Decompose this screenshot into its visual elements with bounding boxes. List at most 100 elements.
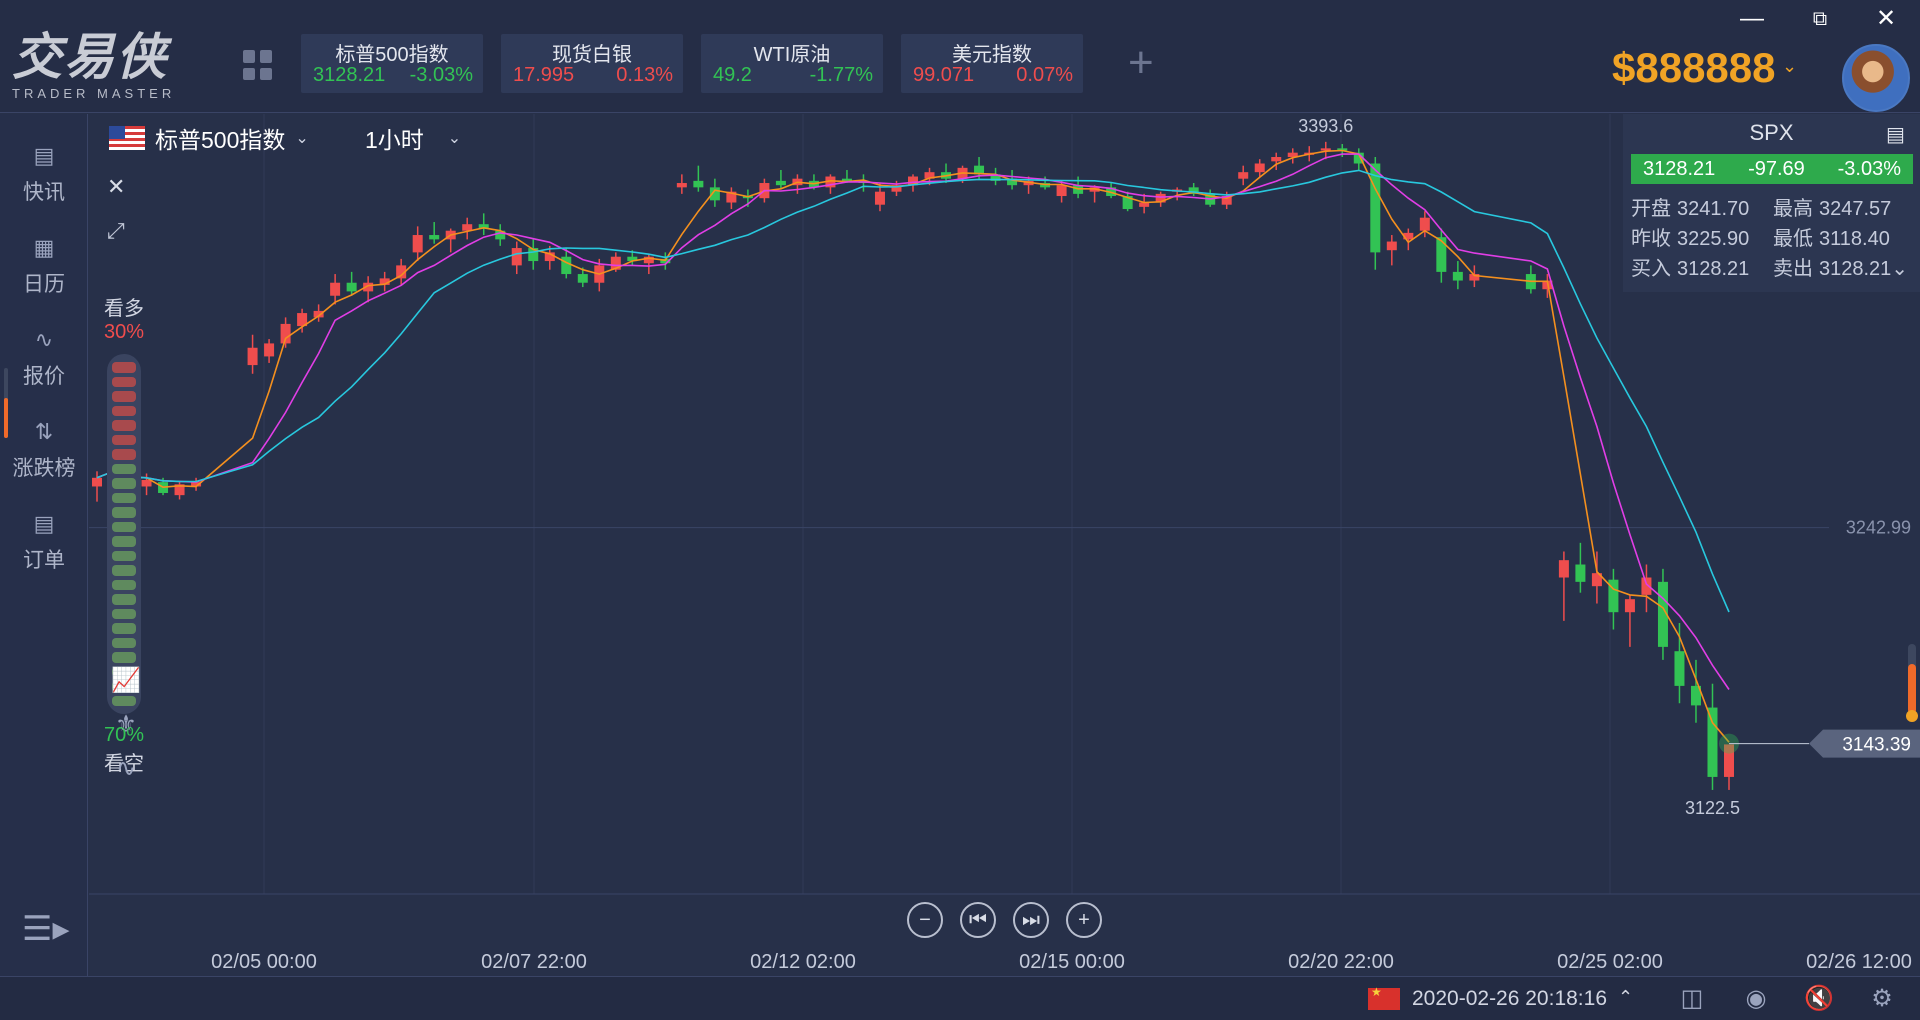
ticker-change: -1.77%: [809, 64, 873, 86]
current-price-tag: [1809, 729, 1920, 758]
add-ticker-button[interactable]: +: [1128, 38, 1154, 87]
scroll-knob[interactable]: [1906, 710, 1918, 722]
ticker-name: 标普500指数: [335, 44, 449, 66]
settings-icon[interactable]: ⚙: [1871, 985, 1893, 1012]
candle-body: [693, 180, 704, 188]
layout-icon[interactable]: ◫: [1680, 985, 1704, 1012]
apps-grid-icon[interactable]: [243, 50, 273, 80]
server-time: 2020-02-26 20:18:16: [1412, 987, 1607, 1010]
collapse-icon[interactable]: ⤢: [107, 218, 125, 243]
instrument-selector[interactable]: 标普500指数 ⌄: [109, 120, 309, 156]
indicator-icon[interactable]: 📈: [111, 667, 141, 694]
sentiment-segment: [112, 492, 136, 503]
moving-average-line: [96, 153, 1730, 690]
sentiment-gauge: 看多 30% 70% 看空: [89, 292, 159, 892]
candle-body: [1287, 152, 1298, 158]
quote-symbol: SPX: [1749, 120, 1794, 145]
sidebar-item-quotes[interactable]: ∿ 报价: [0, 308, 88, 394]
sidebar-item-label: 快讯: [23, 181, 65, 204]
candle-body: [924, 172, 935, 179]
candle-body: [1452, 271, 1463, 281]
bear-percent: 70%: [103, 724, 145, 746]
account-balance[interactable]: $888888: [1612, 44, 1776, 91]
ticker-change: -3.03%: [409, 64, 473, 86]
bear-label: 看空: [104, 753, 144, 775]
sentiment-segment: [112, 637, 136, 648]
close-panel-icon[interactable]: ✕: [107, 174, 126, 199]
candle-body: [511, 248, 522, 266]
ticker-card[interactable]: 美元指数 99.071 0.07%: [901, 34, 1083, 93]
candle-body: [775, 180, 786, 186]
sidebar-item-calendar[interactable]: ▦ 日历: [0, 216, 88, 302]
candle-body: [908, 176, 918, 186]
chart-panel: 02/05 00:00 02/07 22:00 02/12 02:00 02/15 0…: [89, 114, 1920, 976]
sentiment-segment: [112, 362, 136, 373]
status-bar: 2020-02-26 20:18:16 ⌃ ◫ ◉ 🔇 ⚙: [0, 976, 1920, 1020]
waveform-icon[interactable]: ∿: [115, 755, 137, 782]
zoom-out-button[interactable]: −: [907, 902, 943, 938]
candle-body: [1139, 202, 1150, 207]
panel-toggle-icon[interactable]: ▤: [1886, 124, 1905, 146]
sentiment-segment: [112, 623, 136, 634]
camera-icon[interactable]: ◉: [1745, 985, 1767, 1012]
candle-body: [544, 252, 555, 262]
x-tick-label: 02/07 22:00: [481, 951, 587, 973]
quote-panel: SPX ▤ 3128.21 -97.69 -3.03% 开盘 3241.70 最高 3…: [1623, 114, 1920, 292]
drawing-tool-icon[interactable]: ⚜: [115, 711, 137, 738]
x-tick-label: 02/20 22:00: [1288, 951, 1394, 973]
candle-body: [1007, 178, 1018, 186]
sentiment-segment: [112, 434, 136, 445]
scroll-end-button[interactable]: ⏭: [1013, 902, 1049, 938]
mute-icon[interactable]: 🔇: [1804, 985, 1834, 1012]
candle-body: [1320, 148, 1331, 151]
ticker-change: 0.13%: [616, 64, 673, 86]
bid-value: 3128.21: [1677, 258, 1750, 280]
sidebar-item-orders[interactable]: ▤ 订单: [0, 492, 88, 578]
sentiment-segment: [112, 695, 136, 706]
candle-body: [1575, 564, 1586, 582]
menu-expand-icon[interactable]: ☰▸: [22, 910, 70, 948]
candle-body: [610, 256, 621, 270]
candle-body: [1674, 651, 1685, 686]
interval-selector[interactable]: 1小时 ⌄: [365, 120, 461, 156]
sidebar-item-news[interactable]: ▤ 快讯: [0, 124, 88, 210]
candle-body: [1337, 148, 1348, 151]
ticker-name: WTI原油: [753, 44, 831, 66]
sidebar-item-label: 日历: [23, 273, 65, 296]
sidebar-scroll-indicator[interactable]: [4, 368, 8, 438]
close-icon[interactable]: ✕: [1875, 5, 1897, 32]
candle-body: [709, 187, 720, 201]
sidebar-item-label: 报价: [23, 365, 65, 388]
sentiment-segment: [112, 449, 136, 460]
interval-value: 1小时: [365, 127, 424, 153]
avatar[interactable]: [1842, 44, 1910, 112]
sidebar-item-ranking[interactable]: ⇅ 涨跌榜: [0, 400, 88, 486]
moving-average-line: [96, 149, 1730, 743]
candle-body: [1056, 185, 1067, 197]
chevron-down-icon[interactable]: ⌄: [1891, 258, 1909, 280]
chevron-down-icon[interactable]: ⌄: [1782, 56, 1798, 76]
chevron-up-icon[interactable]: ⌃: [1618, 987, 1634, 1007]
candle-body: [1238, 172, 1249, 179]
restore-icon[interactable]: ⧉: [1812, 8, 1828, 30]
high-value: 3247.57: [1819, 198, 1892, 220]
vertical-scroll-indicator[interactable]: [1908, 644, 1916, 714]
zoom-in-button[interactable]: +: [1066, 902, 1102, 938]
ticker-card[interactable]: WTI原油 49.2 -1.77%: [701, 34, 883, 93]
candle-body: [1690, 685, 1701, 706]
instrument-name: 标普500指数: [155, 127, 286, 153]
logo-text: 交易侠: [12, 28, 168, 86]
candle-body: [429, 235, 440, 240]
candle-body: [396, 265, 407, 279]
scroll-start-button[interactable]: ⏮: [960, 902, 996, 938]
candle-body: [1122, 196, 1133, 210]
ticker-card[interactable]: 现货白银 17.995 0.13%: [501, 34, 683, 93]
ticker-card[interactable]: 标普500指数 3128.21 -3.03%: [301, 34, 483, 93]
candle-body: [891, 185, 902, 192]
quote-row-bid: 买入 3128.21 卖出 3128.21 ⌄: [1631, 252, 1908, 281]
minimize-icon[interactable]: —: [1740, 5, 1764, 32]
sentiment-segment: [112, 536, 136, 547]
ask-label: 卖出: [1773, 258, 1813, 280]
sentiment-segment: [112, 608, 136, 619]
candle-body: [462, 224, 473, 231]
